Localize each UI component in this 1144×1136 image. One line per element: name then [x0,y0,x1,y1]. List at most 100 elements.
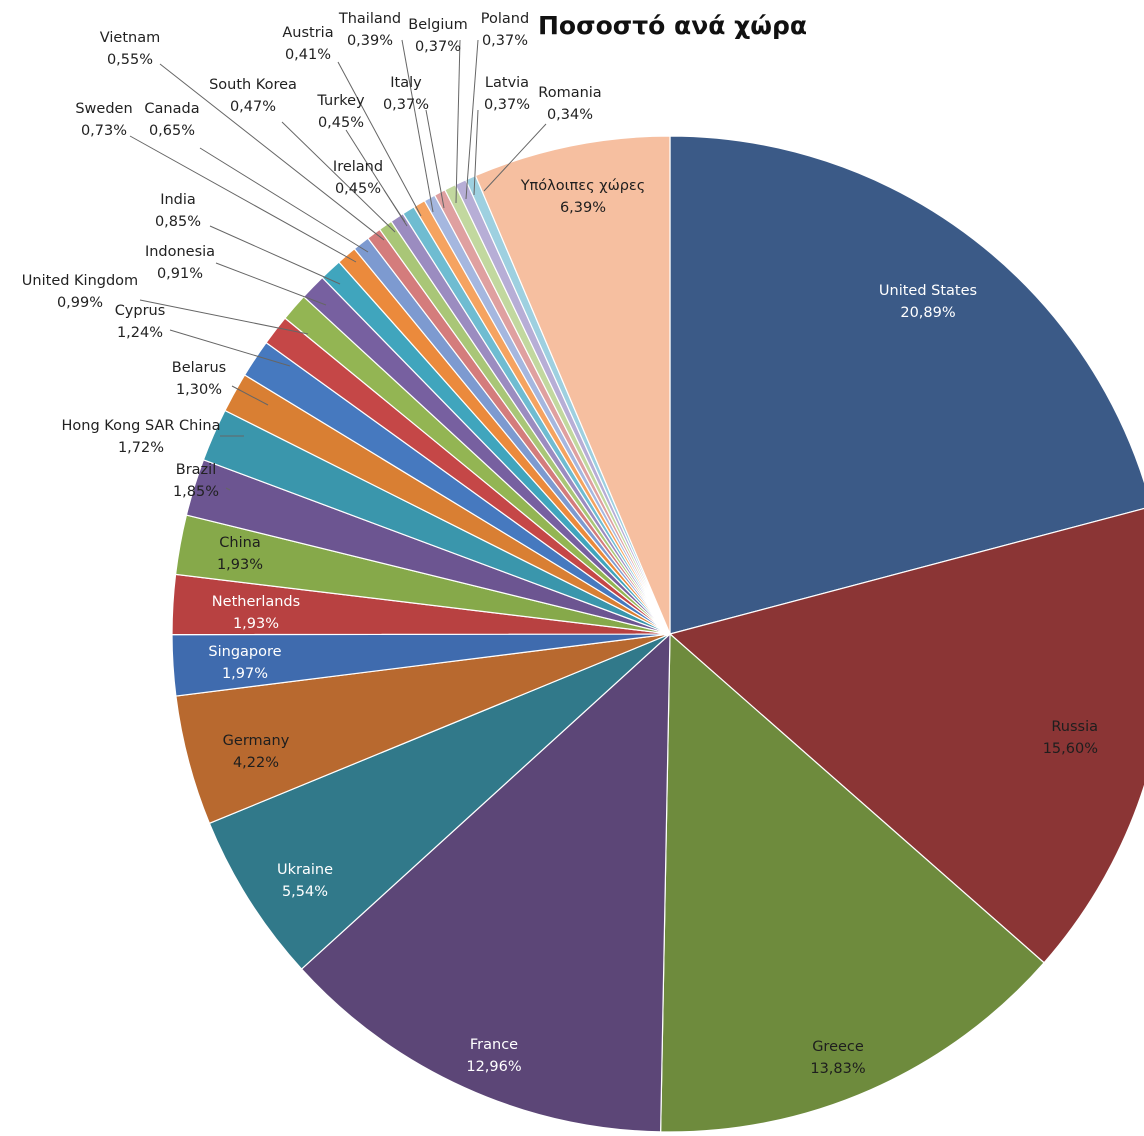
slice-label-name: Ukraine [277,862,333,878]
pie-slice-france [300,632,671,1133]
leader-line [455,39,461,204]
slice-label-france: France 12,96% [466,1037,521,1075]
slice-label-latvia: Latvia 0,37% [484,75,530,113]
slice-label-united-states: United States 20,89% [879,283,977,321]
slice-label-value: 20,89% [900,305,955,321]
slice-label-ireland: Ireland 0,45% [333,159,383,197]
slice-label-name: Turkey [316,93,365,109]
slice-label-value: 13,83% [810,1061,865,1077]
slice-label-greece: Greece 13,83% [810,1039,865,1077]
slice-label-value: 0,91% [157,266,203,282]
pie-slice-united-states [669,135,1144,635]
slice-label-belarus: Belarus 1,30% [172,360,227,398]
leader-lines [129,39,547,491]
slice-label-name: Indonesia [145,244,215,260]
slice-label-υπόλοιπες-χώρες: Υπόλοιπες χώρες 6,39% [520,178,646,216]
slice-label-turkey: Turkey 0,45% [316,93,365,131]
slice-label-thailand: Thailand 0,39% [338,11,401,49]
leader-line [401,39,434,213]
slice-label-name: Cyprus [115,303,166,319]
slice-label-italy: Italy 0,37% [383,75,429,113]
slice-label-netherlands: Netherlands 1,93% [212,594,300,632]
slice-label-name: Italy [390,75,422,91]
slice-label-value: 0,85% [155,214,201,230]
slice-label-value: 0,37% [484,97,530,113]
slice-label-value: 1,72% [118,440,164,456]
leader-line [159,63,385,241]
slice-label-value: 0,73% [81,123,127,139]
slice-labels: United States 20,89% Russia 15,60% Greece 13,… [22,11,1098,1077]
slice-label-indonesia: Indonesia 0,91% [145,244,215,282]
slice-label-name: United Kingdom [22,273,138,289]
slice-label-name: Belarus [172,360,227,376]
slice-label-india: India 0,85% [155,192,201,230]
slice-label-name: United States [879,283,977,299]
slice-label-value: 1,24% [117,325,163,341]
pie-slice-ukraine [208,633,671,970]
leader-line [231,385,269,406]
slice-label-value: 0,41% [285,47,331,63]
leader-line [425,109,445,209]
leader-line [169,329,291,367]
slice-label-value: 1,93% [217,557,263,573]
slice-label-name: Germany [223,733,290,749]
slice-label-austria: Austria 0,41% [282,25,333,63]
slice-label-value: 1,93% [233,616,279,632]
slice-label-name: Latvia [485,75,529,91]
slice-label-name: Sweden [75,101,132,117]
slice-label-name: Belgium [408,17,467,33]
slice-label-name: France [470,1037,518,1053]
slice-label-value: 12,96% [466,1059,521,1075]
pie-slices [171,135,1144,1133]
slice-label-value: 0,45% [318,115,364,131]
slice-label-value: 0,45% [335,181,381,197]
slice-label-vietnam: Vietnam 0,55% [100,30,160,68]
slice-label-value: 1,97% [222,666,268,682]
slice-label-poland: Poland 0,37% [481,11,529,49]
slice-label-name: Brazil [176,462,216,478]
slice-label-name: South Korea [209,77,297,93]
leader-line [129,135,357,263]
slice-label-sweden: Sweden 0,73% [75,101,132,139]
slice-label-name: Romania [538,85,601,101]
leader-line [465,39,479,200]
slice-label-value: 0,39% [347,33,393,49]
slice-label-ukraine: Ukraine 5,54% [277,862,333,900]
slice-label-value: 5,54% [282,884,328,900]
slice-label-singapore: Singapore 1,97% [208,644,281,682]
slice-label-name: Hong Kong SAR China [62,418,221,434]
chart-title: Ποσοστό ανά χώρα [538,11,807,40]
slice-label-name: Υπόλοιπες χώρες [520,178,646,194]
slice-label-name: Russia [1051,719,1098,735]
slice-label-value: 0,65% [149,123,195,139]
leader-line [383,189,406,223]
leader-line [473,109,479,196]
slice-label-value: 1,85% [173,484,219,500]
slice-label-name: India [160,192,196,208]
slice-label-name: Poland [481,11,529,27]
slice-label-cyprus: Cyprus 1,24% [115,303,166,341]
slice-label-name: Thailand [338,11,401,27]
slice-label-value: 0,47% [230,99,276,115]
slice-label-value: 6,39% [560,200,606,216]
slice-label-russia: Russia 15,60% [1043,719,1098,757]
slice-label-value: 0,37% [383,97,429,113]
slice-label-belgium: Belgium 0,37% [408,17,467,55]
slice-label-name: Austria [282,25,333,41]
slice-label-value: 15,60% [1043,741,1098,757]
slice-label-value: 0,37% [415,39,461,55]
leader-line [483,123,547,192]
slice-label-romania: Romania 0,34% [538,85,601,123]
slice-label-value: 0,55% [107,52,153,68]
slice-label-value: 0,34% [547,107,593,123]
slice-label-value: 0,37% [482,33,528,49]
slice-label-brazil: Brazil 1,85% [173,462,219,500]
slice-label-germany: Germany 4,22% [223,733,290,771]
slice-label-united-kingdom: United Kingdom 0,99% [22,273,138,311]
slice-label-name: China [219,535,260,551]
slice-label-canada: Canada 0,65% [144,101,199,139]
slice-label-south-korea: South Korea 0,47% [209,77,297,115]
slice-label-china: China 1,93% [217,535,263,573]
pie-slice-russia [668,507,1144,964]
